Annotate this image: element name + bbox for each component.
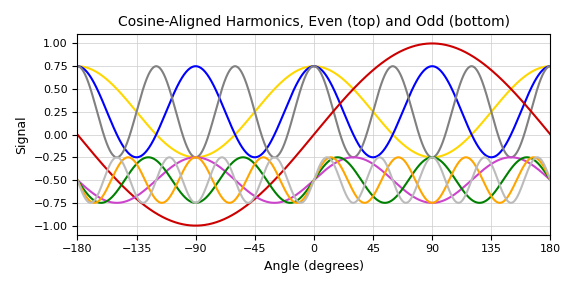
X-axis label: Angle (degrees): Angle (degrees) (264, 260, 364, 273)
Y-axis label: Signal: Signal (15, 115, 28, 154)
Title: Cosine-Aligned Harmonics, Even (top) and Odd (bottom): Cosine-Aligned Harmonics, Even (top) and… (118, 15, 510, 29)
